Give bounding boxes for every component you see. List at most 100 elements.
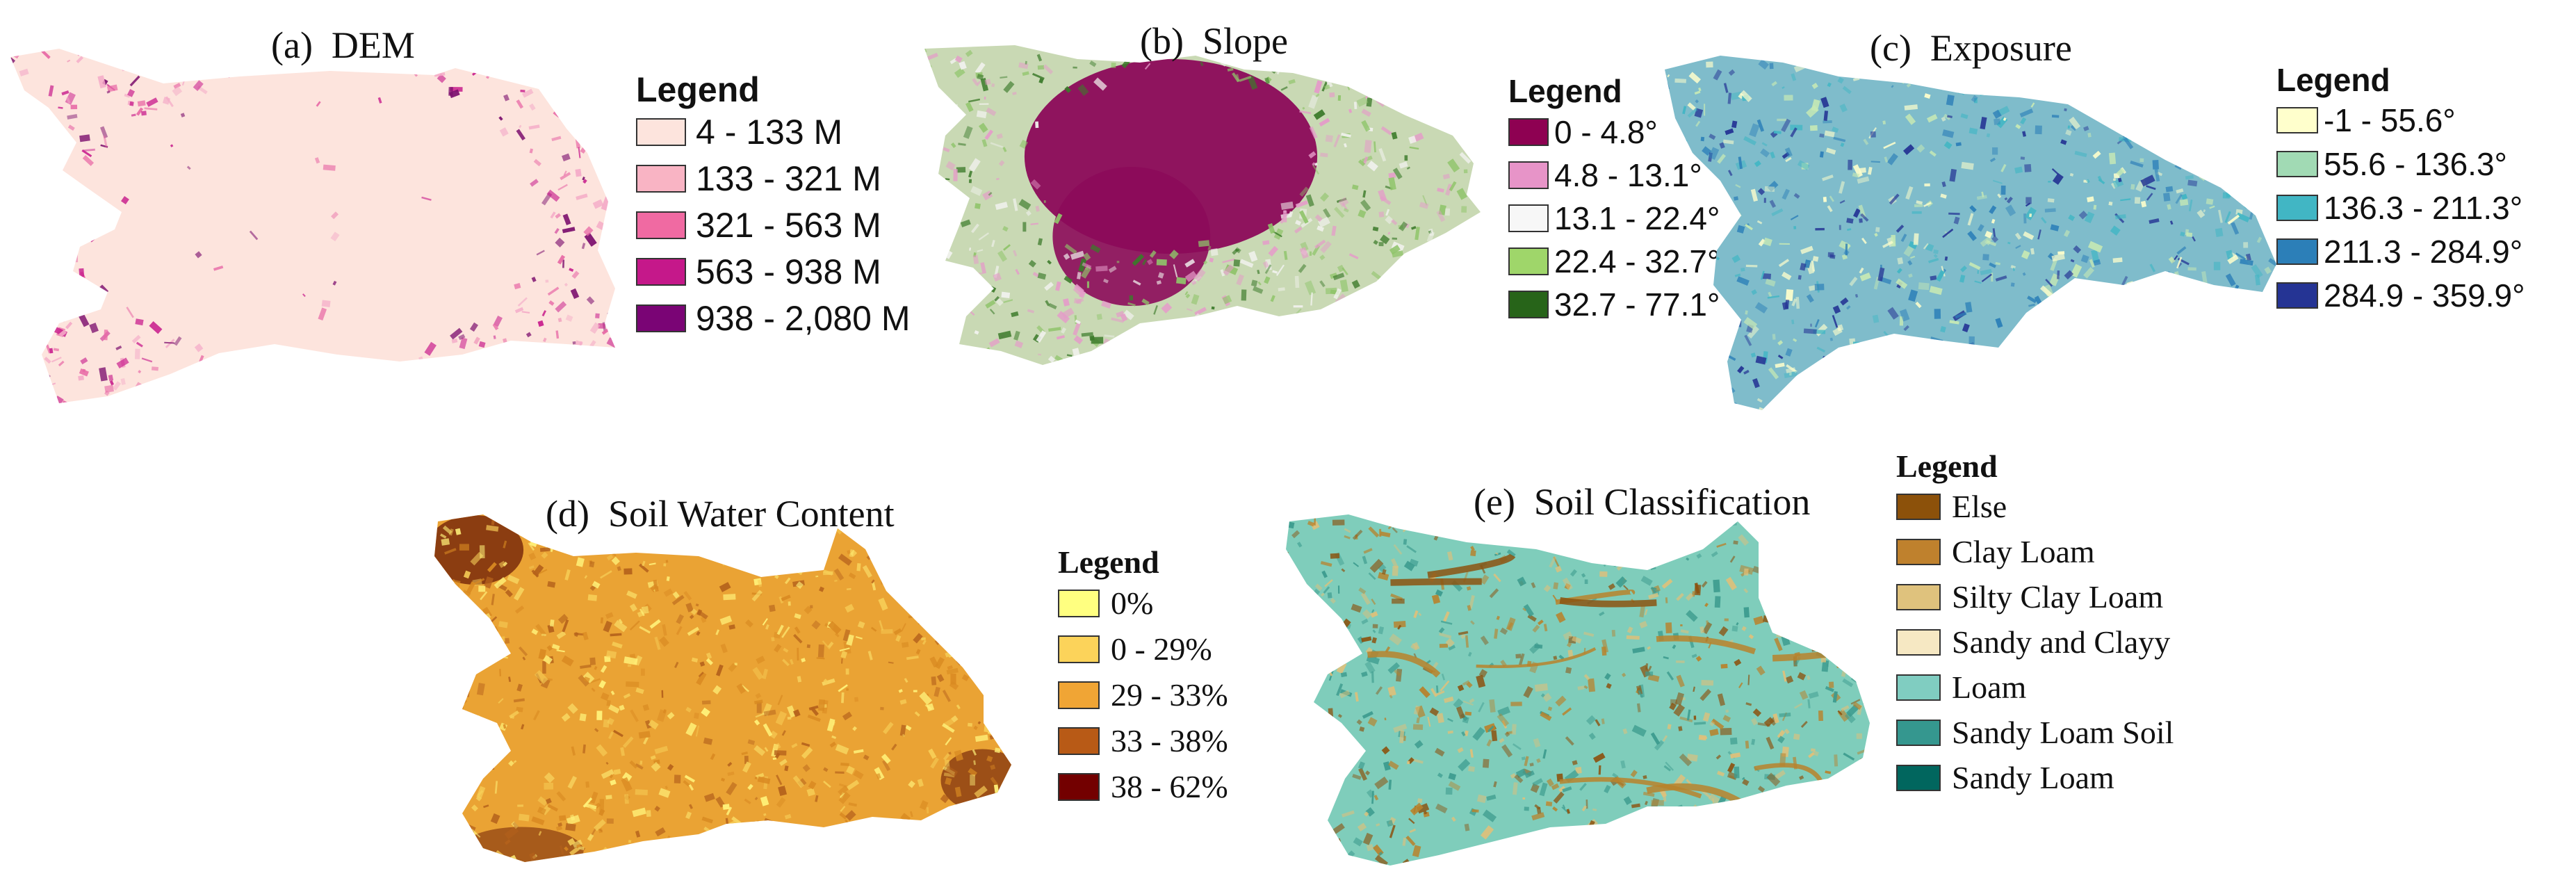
legend-item: 284.9 - 359.9° xyxy=(2276,277,2525,314)
slope-title: (b) Slope xyxy=(1140,20,1288,62)
legend-swatch xyxy=(1058,727,1100,755)
legend-title: Legend xyxy=(1058,544,1159,580)
legend-label: Else xyxy=(1952,489,2007,524)
legend-label: 211.3 - 284.9° xyxy=(2324,234,2523,270)
legend-label: 38 - 62% xyxy=(1111,769,1228,804)
legend-item: Sandy and Clayy xyxy=(1896,624,2174,660)
legend-item: 38 - 62% xyxy=(1058,769,1228,804)
soil-classification-legend: Legend Else Clay Loam Silty Clay Loam Sandy … xyxy=(1896,450,2174,810)
exposure-legend: Legend -1 - 55.6° 55.6 - 136.3° 136.3 - 211… xyxy=(2276,64,2525,326)
legend-title: Legend xyxy=(2276,62,2390,98)
legend-item: 55.6 - 136.3° xyxy=(2276,146,2525,182)
legend-label: 321 - 563 M xyxy=(696,206,881,245)
legend-label: 22.4 - 32.7° xyxy=(1554,243,1720,279)
map-region-outline xyxy=(10,49,615,403)
map-region-outline xyxy=(1286,514,1870,866)
dem-map xyxy=(10,49,615,403)
legend-label: 563 - 938 M xyxy=(696,252,881,291)
legend-item: Sandy Loam xyxy=(1896,760,2174,795)
legend-label: 55.6 - 136.3° xyxy=(2324,146,2507,182)
legend-label: 32.7 - 77.1° xyxy=(1554,286,1720,323)
legend-item: 211.3 - 284.9° xyxy=(2276,234,2525,270)
legend-title: Legend xyxy=(636,70,760,109)
legend-item: 22.4 - 32.7° xyxy=(1508,243,1720,279)
legend-item: 563 - 938 M xyxy=(636,252,911,291)
legend-swatch xyxy=(636,165,686,193)
legend-swatch xyxy=(2276,195,2318,221)
legend-item: Else xyxy=(1896,489,2174,524)
legend-label: 4.8 - 13.1° xyxy=(1554,157,1702,193)
legend-item: 29 - 33% xyxy=(1058,677,1228,713)
legend-label: 133 - 321 M xyxy=(696,159,881,198)
legend-item: 32.7 - 77.1° xyxy=(1508,286,1720,323)
legend-item: 4.8 - 13.1° xyxy=(1508,157,1720,193)
dem-legend: Legend 4 - 133 M 133 - 321 M 321 - 563 M 563… xyxy=(636,72,911,351)
legend-item: 13.1 - 22.4° xyxy=(1508,200,1720,236)
legend-label: Sandy Loam Soil xyxy=(1952,715,2174,750)
legend-item: 0 - 29% xyxy=(1058,631,1228,667)
legend-item: 33 - 38% xyxy=(1058,723,1228,758)
legend-label: 33 - 38% xyxy=(1111,723,1228,758)
legend-swatch xyxy=(1896,765,1941,791)
legend-label: -1 - 55.6° xyxy=(2324,102,2456,138)
legend-swatch xyxy=(1508,291,1549,318)
legend-swatch xyxy=(636,118,686,146)
dem-title: (a) DEM xyxy=(271,24,415,66)
legend-item: Loam xyxy=(1896,669,2174,705)
legend-label: 4 - 133 M xyxy=(696,113,843,152)
legend-title: Legend xyxy=(1508,73,1622,109)
soil-water-map xyxy=(434,514,1011,862)
legend-swatch xyxy=(1058,681,1100,709)
legend-swatch xyxy=(636,305,686,332)
legend-label: Sandy and Clayy xyxy=(1952,624,2171,660)
soil-water-legend: Legend 0% 0 - 29% 29 - 33% 33 - 38% 38 - 62% xyxy=(1058,546,1228,819)
legend-label: 13.1 - 22.4° xyxy=(1554,200,1720,236)
slope-legend: Legend 0 - 4.8° 4.8 - 13.1° 13.1 - 22.4° 22.… xyxy=(1508,75,1720,334)
legend-swatch xyxy=(2276,107,2318,133)
legend-swatch xyxy=(1508,247,1549,275)
legend-item: 0% xyxy=(1058,585,1228,621)
map-region-outline xyxy=(434,514,1011,862)
legend-title: Legend xyxy=(1896,448,1998,484)
legend-swatch xyxy=(1508,204,1549,232)
legend-swatch xyxy=(636,211,686,239)
legend-swatch xyxy=(1058,590,1100,617)
legend-label: 0% xyxy=(1111,585,1154,621)
legend-item: 321 - 563 M xyxy=(636,206,911,245)
legend-label: 0 - 29% xyxy=(1111,631,1212,667)
slope-map xyxy=(924,45,1481,365)
legend-item: 938 - 2,080 M xyxy=(636,299,911,338)
legend-swatch xyxy=(1058,773,1100,801)
legend-label: 136.3 - 211.3° xyxy=(2324,190,2523,226)
soil-classification-title: (e) Soil Classification xyxy=(1474,481,1811,523)
legend-label: Loam xyxy=(1952,669,2027,705)
legend-swatch xyxy=(1896,539,1941,565)
legend-label: Sandy Loam xyxy=(1952,760,2114,795)
legend-label: 938 - 2,080 M xyxy=(696,299,911,338)
legend-swatch xyxy=(2276,282,2318,309)
legend-swatch xyxy=(1508,118,1549,146)
legend-label: 284.9 - 359.9° xyxy=(2324,277,2525,314)
legend-label: 29 - 33% xyxy=(1111,677,1228,713)
exposure-map xyxy=(1665,56,2276,410)
legend-swatch xyxy=(1896,720,1941,746)
legend-swatch xyxy=(636,258,686,286)
legend-label: Clay Loam xyxy=(1952,534,2095,569)
legend-item: 133 - 321 M xyxy=(636,159,911,198)
legend-item: Silty Clay Loam xyxy=(1896,579,2174,615)
legend-item: -1 - 55.6° xyxy=(2276,102,2525,138)
legend-swatch xyxy=(2276,151,2318,177)
legend-swatch xyxy=(1896,674,1941,701)
legend-swatch xyxy=(1896,584,1941,610)
legend-swatch xyxy=(2276,238,2318,265)
legend-item: 4 - 133 M xyxy=(636,113,911,152)
soil-classification-map xyxy=(1286,514,1870,866)
legend-item: Sandy Loam Soil xyxy=(1896,715,2174,750)
legend-swatch xyxy=(1896,494,1941,520)
legend-item: 0 - 4.8° xyxy=(1508,114,1720,150)
legend-label: 0 - 4.8° xyxy=(1554,114,1658,150)
legend-item: Clay Loam xyxy=(1896,534,2174,569)
soil-water-title: (d) Soil Water Content xyxy=(546,493,895,535)
legend-item: 136.3 - 211.3° xyxy=(2276,190,2525,226)
legend-label: Silty Clay Loam xyxy=(1952,579,2164,615)
